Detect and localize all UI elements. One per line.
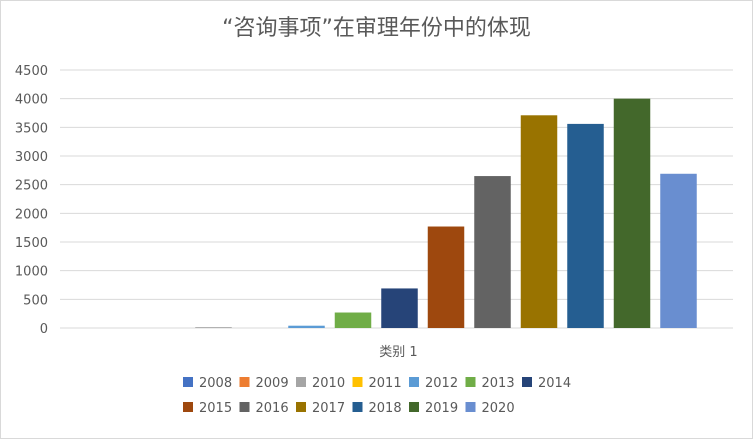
legend-label-2018: 2018 xyxy=(369,401,402,416)
legend-label-2015: 2015 xyxy=(199,401,232,416)
legend-swatch-2011 xyxy=(352,377,363,387)
legend-label-2019: 2019 xyxy=(425,401,458,416)
legend-label-2016: 2016 xyxy=(256,401,289,416)
legend-label-2009: 2009 xyxy=(256,376,289,391)
bar-2013 xyxy=(334,312,372,328)
y-tick-label: 0 xyxy=(40,322,48,337)
bar-2019 xyxy=(613,98,651,329)
legend-swatch-2008 xyxy=(183,377,193,387)
bar-2014 xyxy=(381,288,418,328)
bar-2018 xyxy=(567,123,604,328)
y-tick-label: 4000 xyxy=(15,93,48,108)
legend: 2008 2009 2010 2011 2012 2013 2014 2015 2016 2017… xyxy=(183,376,571,416)
legend-label-2020: 2020 xyxy=(482,401,515,416)
legend-swatch-2014 xyxy=(522,377,532,387)
legend-swatch-2013 xyxy=(465,377,476,387)
legend-label-2013: 2013 xyxy=(482,376,515,391)
bar-2015 xyxy=(427,226,465,328)
y-tick-label: 2000 xyxy=(15,207,48,222)
bar-2020 xyxy=(660,173,697,328)
y-tick-label: 3000 xyxy=(15,150,48,165)
bar-2010 xyxy=(195,327,232,328)
bar-2016 xyxy=(474,176,511,328)
y-tick-label: 1500 xyxy=(15,236,48,251)
legend-swatch-2009 xyxy=(239,377,250,387)
legend-label-2012: 2012 xyxy=(425,376,458,391)
legend-swatch-2016 xyxy=(239,402,250,412)
y-tick-label: 3500 xyxy=(15,121,48,136)
y-axis-tick-labels: 0 500 1000 1500 2000 2500 3000 3500 4000 4500 xyxy=(15,64,48,337)
legend-label-2014: 2014 xyxy=(538,376,571,391)
legend-label-2008: 2008 xyxy=(199,376,232,391)
legend-swatch-2018 xyxy=(352,402,363,412)
legend-label-2010: 2010 xyxy=(312,376,345,391)
legend-swatch-2017 xyxy=(296,402,306,412)
bar-2017 xyxy=(520,115,558,328)
legend-label-2017: 2017 xyxy=(312,401,345,416)
legend-swatch-2020 xyxy=(465,402,476,412)
y-tick-label: 1000 xyxy=(15,265,48,280)
y-tick-label: 4500 xyxy=(15,64,48,79)
legend-label-2011: 2011 xyxy=(369,376,402,391)
x-category-label: 类别 1 xyxy=(379,345,417,360)
legend-swatch-2010 xyxy=(296,377,306,387)
y-tick-label: 2500 xyxy=(15,179,48,194)
x-axis-category-labels: 类别 1 xyxy=(379,345,417,360)
legend-swatch-2012 xyxy=(409,377,419,387)
legend-swatch-2015 xyxy=(183,402,193,412)
legend-swatch-2019 xyxy=(409,402,419,412)
chart-title: “咨询事项”在审理年份中的体现 xyxy=(222,16,531,41)
bars xyxy=(195,98,697,329)
bar-2012 xyxy=(288,325,325,328)
y-tick-label: 500 xyxy=(23,293,48,308)
